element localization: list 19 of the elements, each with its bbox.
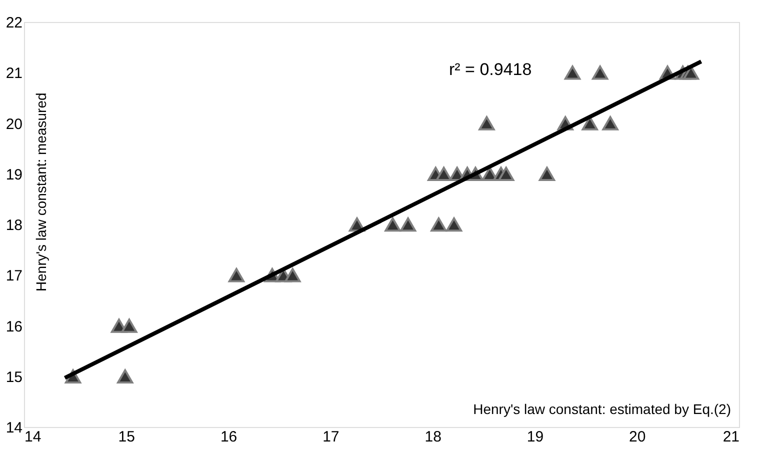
y-tick-label: 22 <box>6 14 22 32</box>
x-tick-label: 16 <box>220 428 238 446</box>
y-tick-label: 21 <box>6 65 22 82</box>
x-tick-label: 20 <box>629 428 646 446</box>
y-tick-label: 17 <box>6 268 22 285</box>
x-axis-title: Henry's law constant: estimated by Eq.(2) <box>473 401 731 417</box>
y-tick-label: 18 <box>6 217 22 234</box>
x-tick-label: 18 <box>424 428 442 446</box>
x-tick-label: 14 <box>24 428 42 446</box>
x-tick-label: 17 <box>322 428 340 446</box>
y-axis-title: Henry's law constant: measured <box>33 92 49 292</box>
y-tick-label: 19 <box>6 166 22 184</box>
annotation: r² = 0.9418 <box>449 60 532 79</box>
x-tick-label: 19 <box>526 428 544 446</box>
y-tick-label: 20 <box>6 116 22 133</box>
y-tick-label: 15 <box>6 368 22 386</box>
x-tick-label: 21 <box>722 428 740 446</box>
x-tick-label: 15 <box>118 428 135 446</box>
y-tick-label: 16 <box>6 318 22 336</box>
